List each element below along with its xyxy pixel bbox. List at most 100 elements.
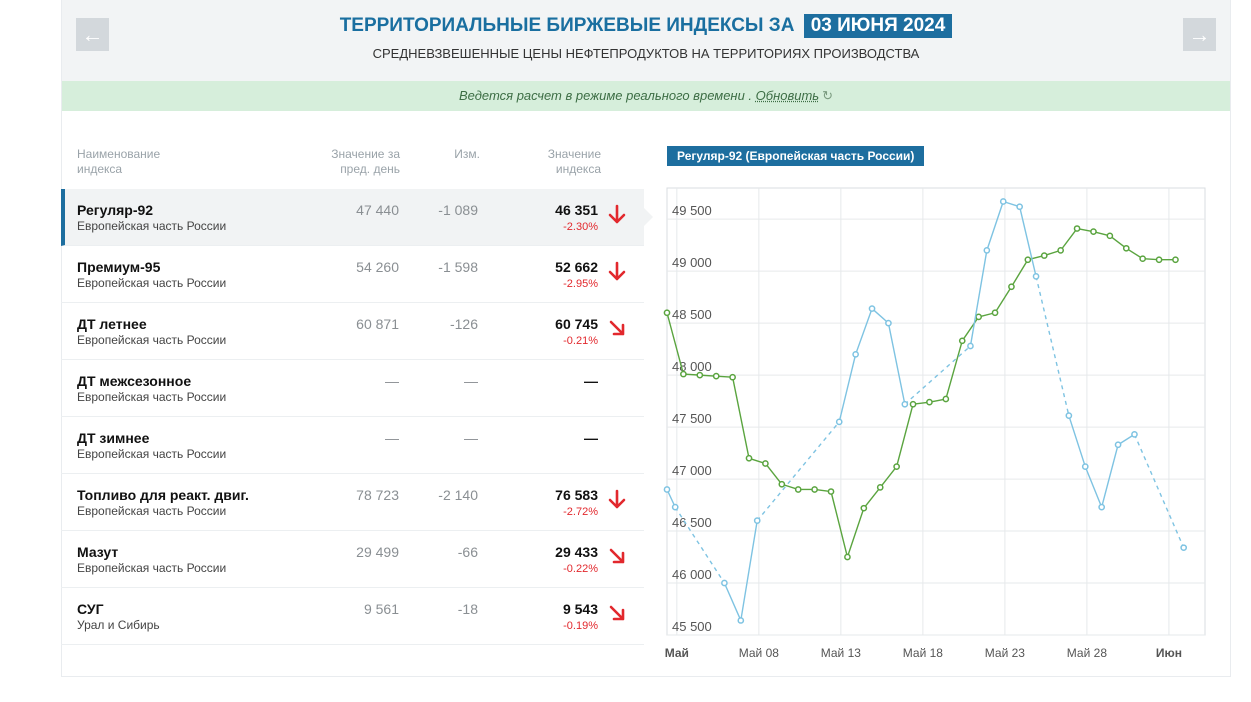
table-row[interactable]: СУГ Урал и Сибирь 9 561 -18 9 543 -0.19% xyxy=(61,588,644,645)
green-series-point xyxy=(1172,256,1179,264)
x-tick-label: Июн xyxy=(1156,646,1182,660)
green-series-point xyxy=(778,480,786,488)
green-series-segment xyxy=(879,466,898,488)
blue-series-point xyxy=(983,247,991,254)
blue-series-point xyxy=(1081,463,1089,470)
y-tick-label: 45 500 xyxy=(672,619,712,634)
col-header-name-line2: индекса xyxy=(77,162,123,176)
row-region: Европейская часть России xyxy=(77,447,227,461)
chart-title: Регуляр-92 (Европейская часть России) xyxy=(667,146,925,166)
status-bar: Ведется расчет в режиме реального времен… xyxy=(62,81,1230,111)
green-series-point xyxy=(1073,225,1081,232)
green-series-point xyxy=(991,309,999,317)
green-series-segment xyxy=(846,507,865,558)
col-header-prev-line1: Значение за xyxy=(331,147,400,161)
row-name: Премиум-95 xyxy=(77,259,161,275)
table-row[interactable]: Мазут Европейская часть России 29 499 -66 29… xyxy=(61,531,644,588)
col-header-prev: Значение за пред. день xyxy=(320,147,400,177)
row-region: Европейская часть России xyxy=(77,561,227,575)
col-header-name-line1: Наименование xyxy=(77,147,161,161)
title-date: 03 ИЮНЯ 2024 xyxy=(803,14,953,38)
row-value: 76 583 xyxy=(555,487,598,503)
arrow-left-icon: ← xyxy=(81,22,104,47)
y-tick-label: 46 000 xyxy=(672,567,712,582)
green-series-point xyxy=(794,486,802,493)
green-series-segment xyxy=(945,340,963,400)
y-tick-label: 48 000 xyxy=(672,359,712,374)
green-series-point xyxy=(1155,256,1163,264)
row-change: -1 598 xyxy=(438,259,478,275)
green-series-point xyxy=(876,484,884,491)
green-series-point xyxy=(762,460,769,467)
green-series-point xyxy=(926,398,933,406)
x-tick-label: Май 28 xyxy=(1067,646,1108,660)
row-change: -66 xyxy=(457,544,478,560)
blue-series-point xyxy=(1098,503,1106,511)
table-row[interactable]: Топливо для реакт. двиг. Европейская част… xyxy=(61,474,644,531)
blue-series-point xyxy=(967,342,974,350)
green-series-segment xyxy=(994,286,1013,314)
table-row[interactable]: Регуляр-92 Европейская часть России 47 440… xyxy=(61,189,644,246)
row-region: Европейская часть России xyxy=(77,276,227,290)
table-row[interactable]: ДТ межсезонное Европейская часть России — —… xyxy=(61,360,644,417)
table-row[interactable]: Премиум-95 Европейская часть России 54 260… xyxy=(61,246,644,303)
blue-series-segment xyxy=(723,582,742,621)
row-prev-value: — xyxy=(385,430,399,446)
row-prev-value: 78 723 xyxy=(356,487,399,503)
blue-series-point xyxy=(901,400,909,408)
blue-series-segment xyxy=(904,345,971,405)
next-day-button[interactable]: → xyxy=(1183,18,1216,51)
green-series-segment xyxy=(1109,235,1127,249)
arrow-down-right-icon xyxy=(609,320,625,336)
green-series-segment xyxy=(731,377,750,459)
arrow-down-right-icon xyxy=(609,548,625,564)
blue-series-segment xyxy=(969,250,988,347)
green-series-segment xyxy=(666,312,685,375)
row-name: ДТ летнее xyxy=(77,316,147,332)
col-header-change: Изм. xyxy=(454,147,480,161)
blue-series-point xyxy=(1032,273,1040,280)
row-value: 9 543 xyxy=(562,601,598,617)
prev-day-button[interactable]: ← xyxy=(76,18,109,51)
page-subtitle: СРЕДНЕВЗВЕШЕННЫЕ ЦЕНЫ НЕФТЕПРОДУКТОВ НА … xyxy=(372,46,920,61)
blue-series-segment xyxy=(854,308,873,355)
refresh-link[interactable]: Обновить xyxy=(755,88,820,103)
row-change: -2 140 xyxy=(438,487,478,503)
table-row[interactable]: ДТ летнее Европейская часть России 60 871 -… xyxy=(61,303,644,360)
blue-series-segment xyxy=(838,354,857,423)
price-chart: Май Май 08 Май 13 Май 18 Май 23 Май 28 Июн 45 5… xyxy=(663,187,1206,660)
col-header-name: Наименование индекса xyxy=(77,147,160,177)
y-tick-label: 48 500 xyxy=(672,307,712,322)
blue-series-point xyxy=(1016,203,1024,211)
row-prev-value: 9 561 xyxy=(363,601,399,617)
row-prev-value: 47 440 xyxy=(356,202,399,218)
green-series-point xyxy=(1106,232,1114,240)
col-header-value-line1: Значение xyxy=(547,147,601,161)
x-tick-label: Май 08 xyxy=(739,646,780,660)
green-series-point xyxy=(942,395,950,403)
blue-series-segment xyxy=(986,201,1004,251)
green-series-segment xyxy=(895,404,914,467)
title-text: ТЕРРИТОРИАЛЬНЫЕ БИРЖЕВЫЕ ИНДЕКСЫ ЗА xyxy=(339,15,795,36)
blue-series-segment xyxy=(1100,444,1119,508)
blue-series-segment xyxy=(756,421,840,522)
row-region: Европейская часть России xyxy=(77,333,227,347)
row-region: Европейская часть России xyxy=(77,390,227,404)
col-header-value: Значение индекса xyxy=(520,147,601,177)
row-name: Регуляр-92 xyxy=(77,202,154,218)
blue-series-point xyxy=(671,503,679,511)
status-text: Ведется расчет в режиме реального времен… xyxy=(458,88,753,103)
row-prev-value: 29 499 xyxy=(356,544,399,560)
green-series-segment xyxy=(764,463,783,485)
row-value: — xyxy=(584,373,598,389)
blue-series-point xyxy=(721,579,728,587)
row-percent: -0.21% xyxy=(563,335,598,347)
table-row[interactable]: ДТ зимнее Европейская часть России — — — xyxy=(61,417,644,474)
y-tick-label: 49 000 xyxy=(672,255,712,270)
refresh-icon[interactable]: ↻ xyxy=(822,88,834,103)
green-series-segment xyxy=(961,316,980,342)
blue-series-point xyxy=(1180,544,1188,552)
green-series-point xyxy=(712,372,720,380)
row-prev-value: 54 260 xyxy=(356,259,399,275)
green-series-segment xyxy=(830,491,849,558)
